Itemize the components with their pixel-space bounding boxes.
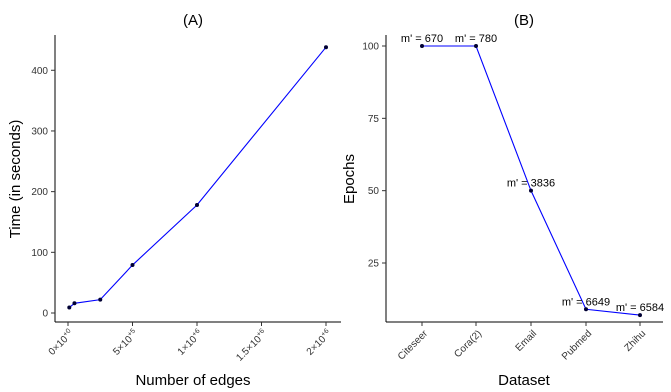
panel-b-data-point	[420, 44, 424, 48]
panel-b-y-tick-label: 75	[368, 114, 380, 125]
panel-b-y-ticks: 25 50 75 100	[362, 42, 386, 270]
panel-a-points	[67, 45, 328, 310]
panel-b-point-label: m' = 6584	[616, 302, 664, 314]
panel-a-y-tick-label: 100	[31, 248, 48, 259]
panel-b-x-tick-label: Citeseer	[396, 328, 431, 363]
panel-b: (B) 25 50 75 100 Citeseer Cora(2) Email Pubmed…	[341, 12, 664, 389]
panel-b-data-point	[529, 188, 533, 193]
panel-b-x-tick-label: Email	[514, 328, 539, 353]
panel-a-x-axis-title: Number of edges	[135, 372, 250, 389]
panel-a-y-tick-label: 200	[31, 187, 48, 198]
panel-b-y-tick-label: 50	[368, 186, 380, 197]
panel-a-series-line	[68, 46, 327, 308]
panel-a-x-tick-label: 1×10+6	[175, 328, 205, 358]
panel-a-y-axis-title: Time (in seconds)	[7, 120, 24, 239]
panel-b-x-tick-label: Zhihu	[623, 328, 648, 353]
panel-b-x-axis-title: Dataset	[498, 372, 551, 389]
panel-a-data-point	[67, 305, 72, 310]
panel-b-data-point	[474, 44, 478, 48]
panel-b-point-label: m' = 670	[401, 33, 443, 45]
panel-a: (A) 0 100 200 300 400 0×10+0 5×10+5 1×10+6 1.5×…	[7, 12, 341, 389]
panel-a-y-tick-label: 400	[31, 66, 48, 77]
panel-b-x-tick-label: Pubmed	[560, 328, 594, 362]
panel-a-x-tick-label: 1.5×10+6	[234, 328, 270, 364]
panel-a-y-tick-label: 300	[31, 126, 48, 137]
panel-a-y-tick-label: 0	[42, 309, 48, 320]
panel-b-point-label: m' = 3836	[507, 178, 555, 190]
panel-b-point-label: m' = 780	[455, 33, 497, 45]
panel-a-data-point	[195, 202, 199, 207]
panel-b-y-tick-label: 100	[362, 42, 379, 53]
panel-a-data-point	[72, 301, 77, 306]
panel-b-title: (B)	[514, 12, 534, 29]
panel-a-y-ticks: 0 100 200 300 400	[31, 66, 55, 320]
panel-b-x-ticks: Citeseer Cora(2) Email Pubmed Zhihu	[396, 322, 648, 362]
panel-b-y-tick-label: 25	[368, 259, 380, 270]
panel-b-y-axis-title: Epochs	[341, 154, 358, 204]
panel-b-data-point	[584, 307, 588, 312]
panel-a-title: (A)	[183, 12, 203, 29]
panel-b-data-point	[638, 313, 642, 318]
panel-b-x-tick-label: Cora(2)	[452, 328, 484, 360]
panel-a-data-point	[324, 45, 328, 50]
panel-b-points	[420, 44, 642, 318]
panel-b-point-label: m' = 6649	[562, 296, 610, 308]
panel-a-x-tick-label: 0×10+0	[46, 328, 76, 358]
panel-a-x-ticks: 0×10+0 5×10+5 1×10+6 1.5×10+6 2×10+6	[46, 322, 334, 364]
panel-a-x-tick-label: 5×10+5	[111, 328, 141, 358]
panel-a-x-tick-label: 2×10+6	[304, 328, 334, 358]
panel-a-data-point	[130, 263, 135, 268]
panel-b-point-labels: m' = 670 m' = 780 m' = 3836 m' = 6649 m' = 6…	[401, 33, 664, 314]
panel-a-data-point	[98, 297, 103, 302]
